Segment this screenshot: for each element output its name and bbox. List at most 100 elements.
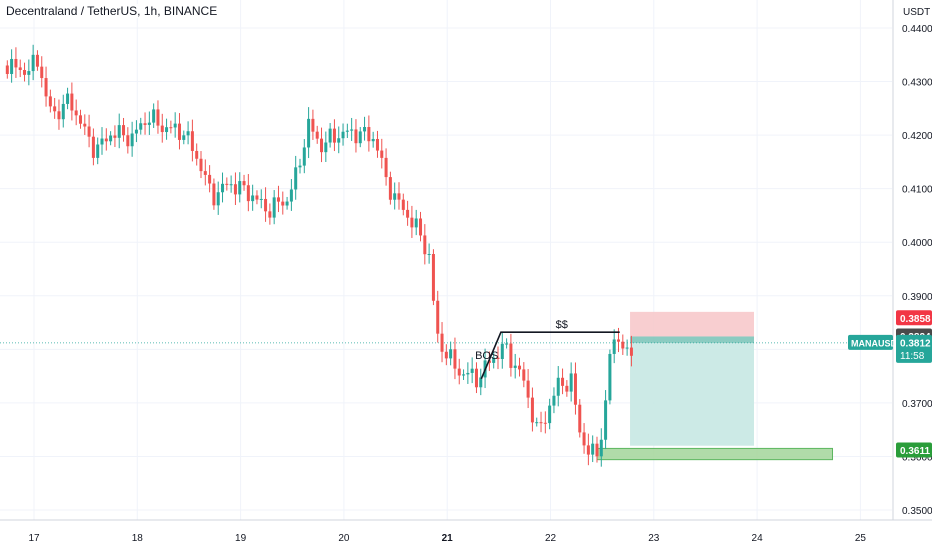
candle-body	[268, 211, 272, 218]
candle-body	[251, 195, 255, 202]
take-profit-zone[interactable]	[630, 336, 755, 446]
candle-body	[578, 404, 582, 433]
candle-body	[565, 385, 569, 392]
candle-body	[625, 347, 629, 349]
candle-body	[66, 93, 70, 104]
candle-body	[143, 123, 147, 125]
candle-body	[61, 103, 65, 120]
candle-body	[31, 54, 35, 72]
candle-body	[169, 127, 173, 129]
bar-countdown: 11:58	[900, 351, 925, 362]
candle-body	[397, 193, 401, 200]
candle-body	[203, 171, 207, 175]
candle-body	[264, 198, 268, 212]
candle-body	[487, 360, 491, 363]
candle-body	[401, 199, 405, 210]
candle-body	[449, 349, 453, 359]
candle-body	[315, 131, 319, 139]
candle-body	[44, 78, 48, 97]
candle-body	[509, 343, 513, 368]
price-tick-label: 0.4100	[902, 185, 932, 196]
candle-body	[427, 254, 431, 256]
time-tick-label: 24	[752, 533, 764, 544]
time-tick-label: 22	[545, 533, 557, 544]
candle-body	[363, 127, 367, 132]
candle-body	[406, 209, 410, 218]
time-tick-label: 19	[235, 533, 247, 544]
candle-body	[354, 129, 358, 144]
candle-body	[505, 343, 509, 345]
candle-body	[285, 201, 289, 206]
price-tick-label: 0.4000	[902, 238, 932, 249]
time-tick-label: 23	[648, 533, 660, 544]
candle-body	[453, 349, 457, 369]
candle-body	[595, 443, 599, 457]
candle-body	[569, 373, 573, 392]
candle-body	[233, 184, 237, 195]
symbol-tag[interactable]: MANAUSDT	[851, 338, 903, 348]
candle-body	[320, 138, 324, 153]
candle-body	[311, 118, 315, 132]
candle-body	[221, 183, 225, 193]
candle-body	[591, 443, 595, 455]
candle-body	[388, 177, 392, 200]
candle-body	[122, 125, 126, 136]
candle-body	[470, 368, 474, 373]
time-tick-label: 18	[132, 533, 144, 544]
candle-body	[492, 357, 496, 363]
candle-body	[298, 165, 302, 168]
candle-body	[100, 138, 104, 145]
last-price-tag: 0.3812	[900, 338, 931, 349]
candle-body	[190, 131, 194, 151]
candle-body	[440, 333, 444, 352]
candle-body	[199, 158, 203, 172]
candle-body	[573, 373, 577, 405]
candle-body	[276, 197, 280, 202]
symbol-tag-bg	[848, 334, 893, 350]
candle-body	[10, 58, 14, 74]
candle-body	[371, 138, 375, 142]
price-tick-label: 0.4400	[902, 24, 932, 35]
candle-body	[457, 368, 461, 376]
target-price-tag: 0.3611	[900, 446, 930, 457]
time-tick-label: 25	[855, 533, 867, 544]
candle-body	[281, 201, 285, 206]
candle-body	[160, 125, 164, 133]
demand-zone[interactable]	[596, 447, 834, 461]
liquidity-label: $$	[556, 319, 568, 331]
price-tick-label: 0.3700	[902, 399, 932, 410]
candle-body	[57, 111, 61, 120]
candle-body	[608, 353, 612, 401]
bos-liquidity-line[interactable]	[480, 331, 620, 380]
candle-body	[307, 118, 311, 148]
candle-body	[535, 422, 539, 424]
candle-body	[328, 128, 332, 143]
candle-body	[96, 144, 100, 158]
candle-body	[177, 123, 181, 140]
candle-body	[70, 93, 74, 111]
candle-body	[530, 397, 534, 423]
candle-body	[302, 147, 306, 166]
candle-body	[195, 150, 199, 159]
candle-body	[186, 131, 190, 136]
candle-body	[216, 192, 220, 206]
candle-body	[212, 183, 216, 206]
candle-body	[87, 126, 91, 137]
candle-body	[582, 432, 586, 446]
candle-body	[332, 128, 336, 143]
candle-body	[621, 341, 625, 349]
candle-body	[272, 197, 276, 218]
candle-body	[40, 66, 44, 79]
symbol-title[interactable]: Decentraland / TetherUS, 1h, BINANCE	[4, 4, 220, 18]
stop-loss-zone[interactable]	[630, 311, 755, 337]
candle-body	[500, 343, 504, 359]
target-price-tag-bg	[896, 442, 932, 458]
candle-body	[410, 217, 414, 228]
candle-body	[35, 54, 39, 67]
candle-body	[466, 372, 470, 375]
candle-body	[294, 167, 298, 190]
candle-body	[496, 357, 500, 359]
candle-body	[147, 122, 151, 125]
